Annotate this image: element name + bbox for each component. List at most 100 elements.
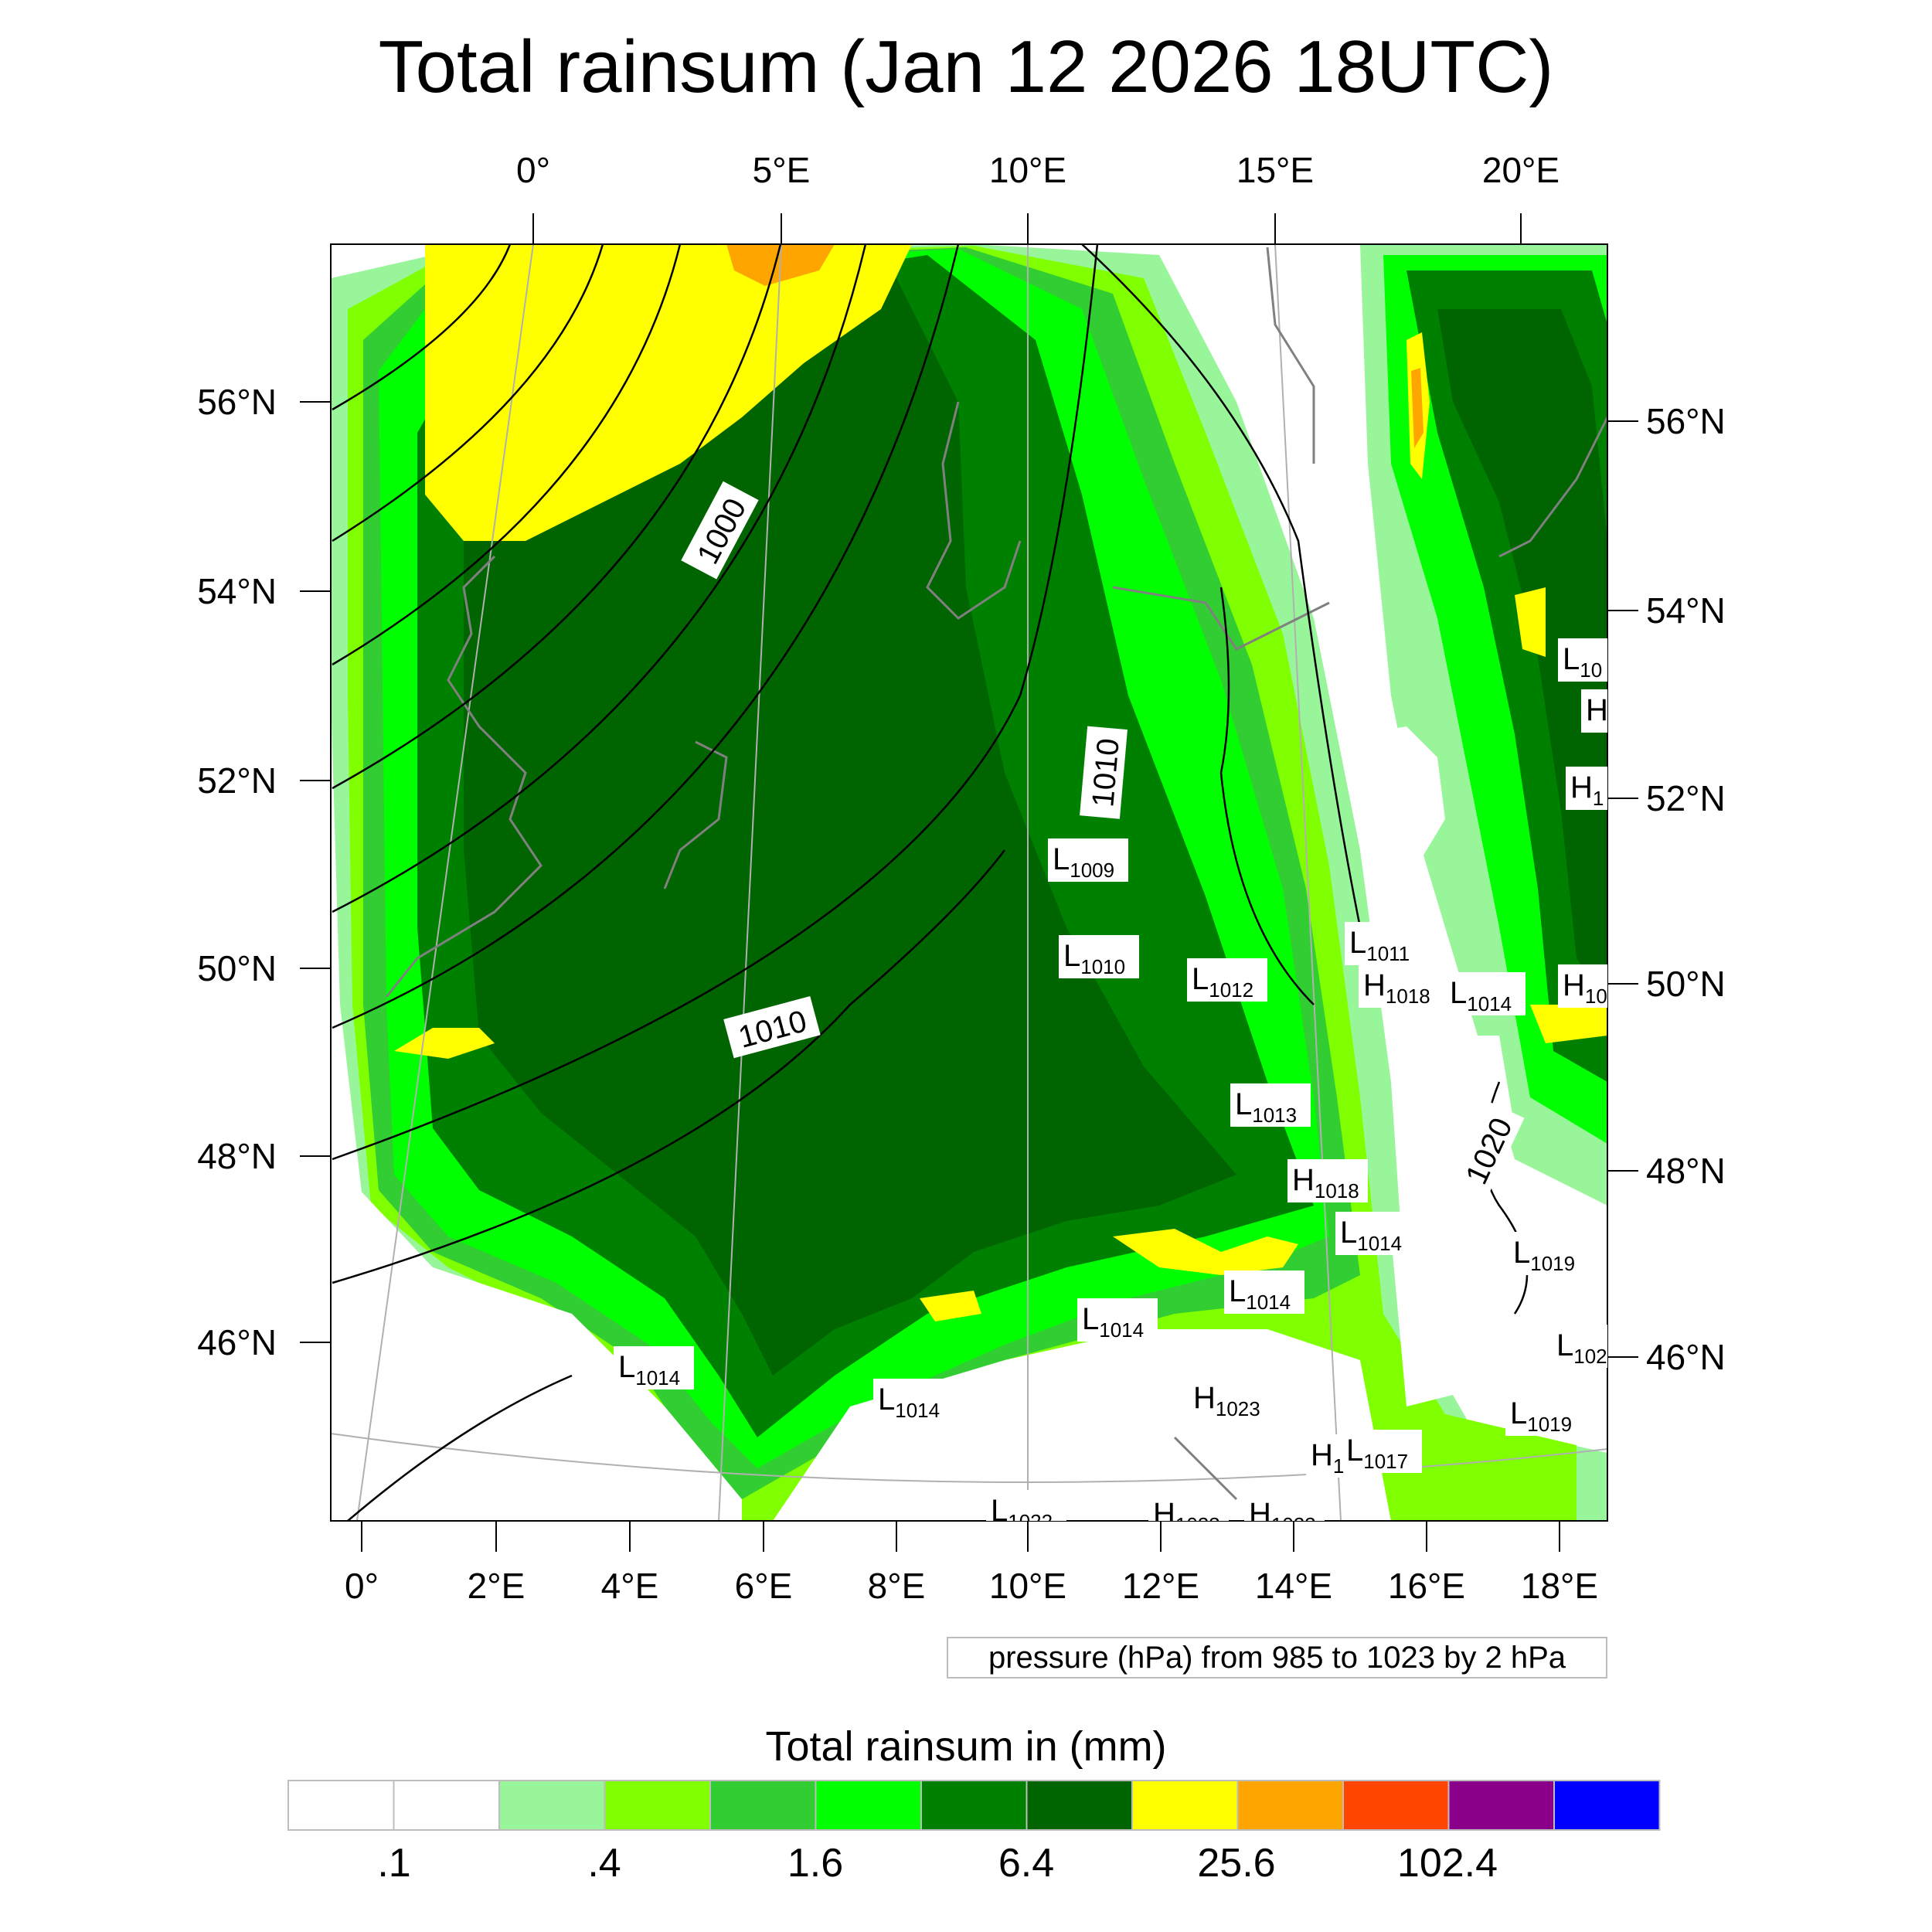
rain-east-yellow2	[1515, 587, 1546, 657]
top-lon-label: 10°E	[989, 150, 1066, 190]
rain-yellow-alps2	[920, 1291, 981, 1321]
svg-text:L1019: L1019	[1510, 1396, 1572, 1436]
colorbar-tick-label: .1	[377, 1841, 410, 1886]
pressure-center: L1014	[614, 1346, 694, 1389]
bottom-lon-label: 2°E	[468, 1566, 526, 1606]
top-lon-label: 20°E	[1482, 150, 1560, 190]
pressure-center: L1014	[1445, 972, 1526, 1015]
dry-poland	[1360, 726, 1445, 866]
left-lat-label: 52°N	[197, 760, 277, 801]
bottom-lon-labels: 0° 2°E 4°E 6°E 8°E 10°E 12°E 14°E 16°E 1…	[345, 1566, 1598, 1606]
pressure-center: H1018	[1287, 1159, 1368, 1202]
colorbar-tick-label: .4	[587, 1841, 621, 1886]
pressure-contour-note: pressure (hPa) from 985 to 1023 by 2 hPa	[947, 1637, 1607, 1679]
map-frame	[330, 243, 1608, 1522]
svg-text:L1019: L1019	[1513, 1236, 1575, 1275]
svg-text:H1018: H1018	[1363, 968, 1430, 1008]
colorbar-tick-label: 6.4	[998, 1841, 1054, 1886]
svg-text:L102: L102	[1556, 1328, 1607, 1368]
svg-text:L1022: L1022	[991, 1494, 1053, 1533]
colorbar-swatch	[287, 1780, 395, 1831]
svg-text:L1014: L1014	[878, 1383, 940, 1422]
svg-text:L1014: L1014	[1450, 976, 1512, 1015]
coastlines	[385, 247, 1607, 1501]
svg-text:H1: H1	[1311, 1438, 1344, 1478]
pressure-center: L1019	[1509, 1232, 1589, 1275]
colorbar-swatch	[1553, 1780, 1661, 1831]
bottom-lon-label: 14°E	[1255, 1566, 1332, 1606]
bottom-lon-label: 0°	[345, 1566, 379, 1606]
right-lat-label: 48°N	[1646, 1151, 1726, 1191]
pressure-center: L1009	[1048, 838, 1128, 882]
colorbar	[287, 1780, 1661, 1831]
colorbar-title: Total rainsum in (mm)	[765, 1723, 1167, 1770]
rain-yellow-alps	[1113, 1229, 1298, 1275]
right-lat-label: 56°N	[1646, 401, 1726, 441]
left-lat-label: 56°N	[197, 382, 277, 422]
pressure-center: L1017	[1342, 1430, 1422, 1473]
top-lon-label: 5°E	[753, 150, 811, 190]
bottom-lon-label: 4°E	[601, 1566, 659, 1606]
pressure-center: L1011	[1345, 922, 1420, 965]
top-lon-labels: 0° 5°E 10°E 15°E 20°E	[516, 150, 1560, 190]
svg-text:L1012: L1012	[1192, 962, 1253, 1002]
right-lat-labels: 56°N 54°N 52°N 50°N 48°N 46°N	[1646, 401, 1726, 1377]
bottom-lon-label: 10°E	[989, 1566, 1066, 1606]
pressure-center: H1018	[1359, 964, 1439, 1008]
colorbar-swatch	[1447, 1780, 1555, 1831]
svg-text:H1023: H1023	[1249, 1497, 1316, 1536]
pressure-center: H10	[1558, 964, 1607, 1008]
colorbar-tick-label: 102.4	[1397, 1841, 1498, 1886]
svg-text:L1009: L1009	[1053, 842, 1114, 882]
left-lat-label: 48°N	[197, 1136, 277, 1176]
figure-title: Total rainsum (Jan 12 2026 18UTC)	[378, 26, 1554, 108]
svg-text:L1013: L1013	[1235, 1087, 1297, 1127]
pressure-center: H1023	[1148, 1493, 1229, 1536]
svg-text:H1018: H1018	[1292, 1163, 1359, 1202]
colorbar-swatch	[1236, 1780, 1344, 1831]
right-lat-label: 46°N	[1646, 1337, 1726, 1377]
bottom-lon-label: 18°E	[1521, 1566, 1598, 1606]
colorbar-swatch	[815, 1780, 922, 1831]
pressure-center: L102	[1552, 1325, 1607, 1368]
left-lat-label: 54°N	[197, 571, 277, 611]
right-lat-label: 50°N	[1646, 964, 1726, 1004]
pressure-center: H1	[1306, 1434, 1348, 1478]
isobar-label: 1010	[1086, 737, 1126, 808]
pressure-center: L1019	[1505, 1393, 1586, 1436]
svg-text:L1014: L1014	[1229, 1274, 1291, 1314]
rain-field	[331, 244, 1607, 1521]
pressure-center: L1014	[873, 1379, 954, 1422]
colorbar-swatch	[393, 1780, 500, 1831]
right-lat-label: 54°N	[1646, 590, 1726, 631]
top-lon-label: 15°E	[1236, 150, 1314, 190]
rain-darkergreen	[464, 278, 1236, 1376]
colorbar-swatch	[920, 1780, 1028, 1831]
pressure-center: L10	[1558, 638, 1607, 682]
colorbar-tick-labels: .1 .4 1.6 6.4 25.6 102.4	[377, 1841, 1498, 1886]
svg-text:L1014: L1014	[618, 1350, 680, 1389]
svg-text:L1011: L1011	[1349, 926, 1410, 965]
colorbar-swatch	[709, 1780, 817, 1831]
pressure-center: L1012	[1187, 958, 1267, 1002]
svg-text:H: H	[1586, 693, 1608, 727]
left-lat-label: 50°N	[197, 948, 277, 988]
pressure-center: L1010	[1059, 935, 1139, 978]
left-lat-label: 46°N	[197, 1322, 277, 1362]
svg-text:L1010: L1010	[1063, 939, 1125, 978]
right-lat-label: 52°N	[1646, 778, 1726, 818]
pressure-center: H1	[1566, 767, 1607, 810]
colorbar-swatch	[604, 1780, 711, 1831]
bottom-lon-label: 16°E	[1388, 1566, 1465, 1606]
rain-east-darkergreen	[1437, 309, 1607, 1005]
pressure-center: L1014	[1335, 1212, 1416, 1255]
svg-text:L1017: L1017	[1346, 1434, 1408, 1473]
rain-east-yellow3	[1530, 1005, 1607, 1043]
svg-text:H1023: H1023	[1153, 1497, 1220, 1536]
left-lat-labels: 56°N 54°N 52°N 50°N 48°N 46°N	[197, 382, 277, 1362]
colorbar-tick-label: 1.6	[787, 1841, 843, 1886]
colorbar-swatch	[1131, 1780, 1239, 1831]
bottom-lon-label: 12°E	[1122, 1566, 1199, 1606]
bottom-lon-label: 8°E	[868, 1566, 926, 1606]
